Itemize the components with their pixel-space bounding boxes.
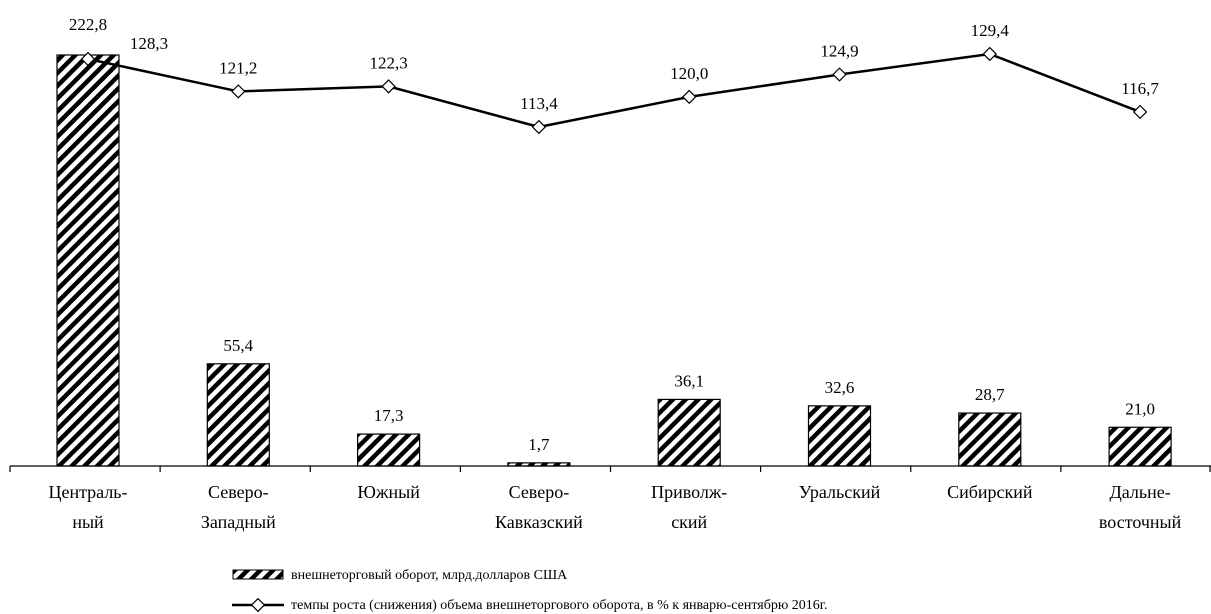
line-value-label: 128,3 bbox=[130, 34, 168, 53]
legend-line-label: темпы роста (снижения) объема внешнеторг… bbox=[291, 598, 827, 613]
bar bbox=[357, 433, 421, 467]
bar-value-label: 222,8 bbox=[69, 15, 107, 34]
bar-value-label: 28,7 bbox=[975, 385, 1005, 404]
line-value-label: 129,4 bbox=[971, 21, 1010, 40]
line-point bbox=[531, 119, 547, 135]
bar-value-label: 32,6 bbox=[825, 378, 855, 397]
line-value-label: 122,3 bbox=[369, 53, 407, 72]
bar-value-label: 17,3 bbox=[374, 406, 404, 425]
category-label: Приволж-ский bbox=[651, 482, 727, 532]
legend: внешнеторговый оборот, млрд.долларов США… bbox=[232, 568, 827, 613]
bar bbox=[206, 363, 270, 467]
line-value-label: 116,7 bbox=[1121, 79, 1159, 98]
legend-line-marker bbox=[250, 597, 266, 613]
bar bbox=[958, 412, 1022, 467]
axis-layer: Централь-ный Северо-Западный Южный Северо-К… bbox=[9, 465, 1211, 532]
line-point bbox=[80, 51, 96, 67]
category-label: Южный bbox=[357, 482, 420, 502]
category-label: Дальне-восточный bbox=[1099, 482, 1182, 532]
line-value-label: 121,2 bbox=[219, 58, 257, 77]
category-label: Северо-Западный bbox=[201, 482, 276, 532]
legend-bar-swatch bbox=[232, 569, 284, 580]
line-point bbox=[381, 79, 396, 94]
line-value-label: 113,4 bbox=[520, 94, 558, 113]
category-label: Северо-Кавказский bbox=[495, 482, 583, 532]
bar-value-label: 21,0 bbox=[1125, 399, 1155, 418]
line-layer: 128,3 121,2 122,3 113,4 120,0 124,9 129,4 116,7 bbox=[80, 21, 1159, 135]
bar-value-label: 55,4 bbox=[223, 336, 253, 355]
bar bbox=[1108, 426, 1172, 467]
legend-bar-label: внешнеторговый оборот, млрд.долларов США bbox=[291, 568, 568, 583]
bar-value-label: 1,7 bbox=[528, 435, 550, 454]
line-point bbox=[982, 46, 998, 62]
bars-layer: 55,4 17,3 1,7 36,1 32,6 28,7 21,0 222,8 bbox=[56, 15, 1172, 467]
line-point bbox=[832, 67, 847, 82]
category-label: Централь-ный bbox=[48, 482, 127, 532]
bar-value-label: 36,1 bbox=[674, 371, 704, 390]
line-value-label: 124,9 bbox=[820, 42, 858, 61]
bar bbox=[657, 398, 721, 467]
series-line bbox=[87, 52, 1141, 129]
category-label: Сибирский bbox=[947, 482, 1033, 502]
bar bbox=[807, 405, 872, 467]
line-point bbox=[681, 89, 697, 105]
line-point bbox=[1132, 104, 1148, 120]
line-value-label: 120,0 bbox=[670, 64, 708, 83]
category-label: Уральский bbox=[799, 482, 881, 502]
bar bbox=[56, 54, 120, 467]
line-point bbox=[231, 84, 246, 99]
